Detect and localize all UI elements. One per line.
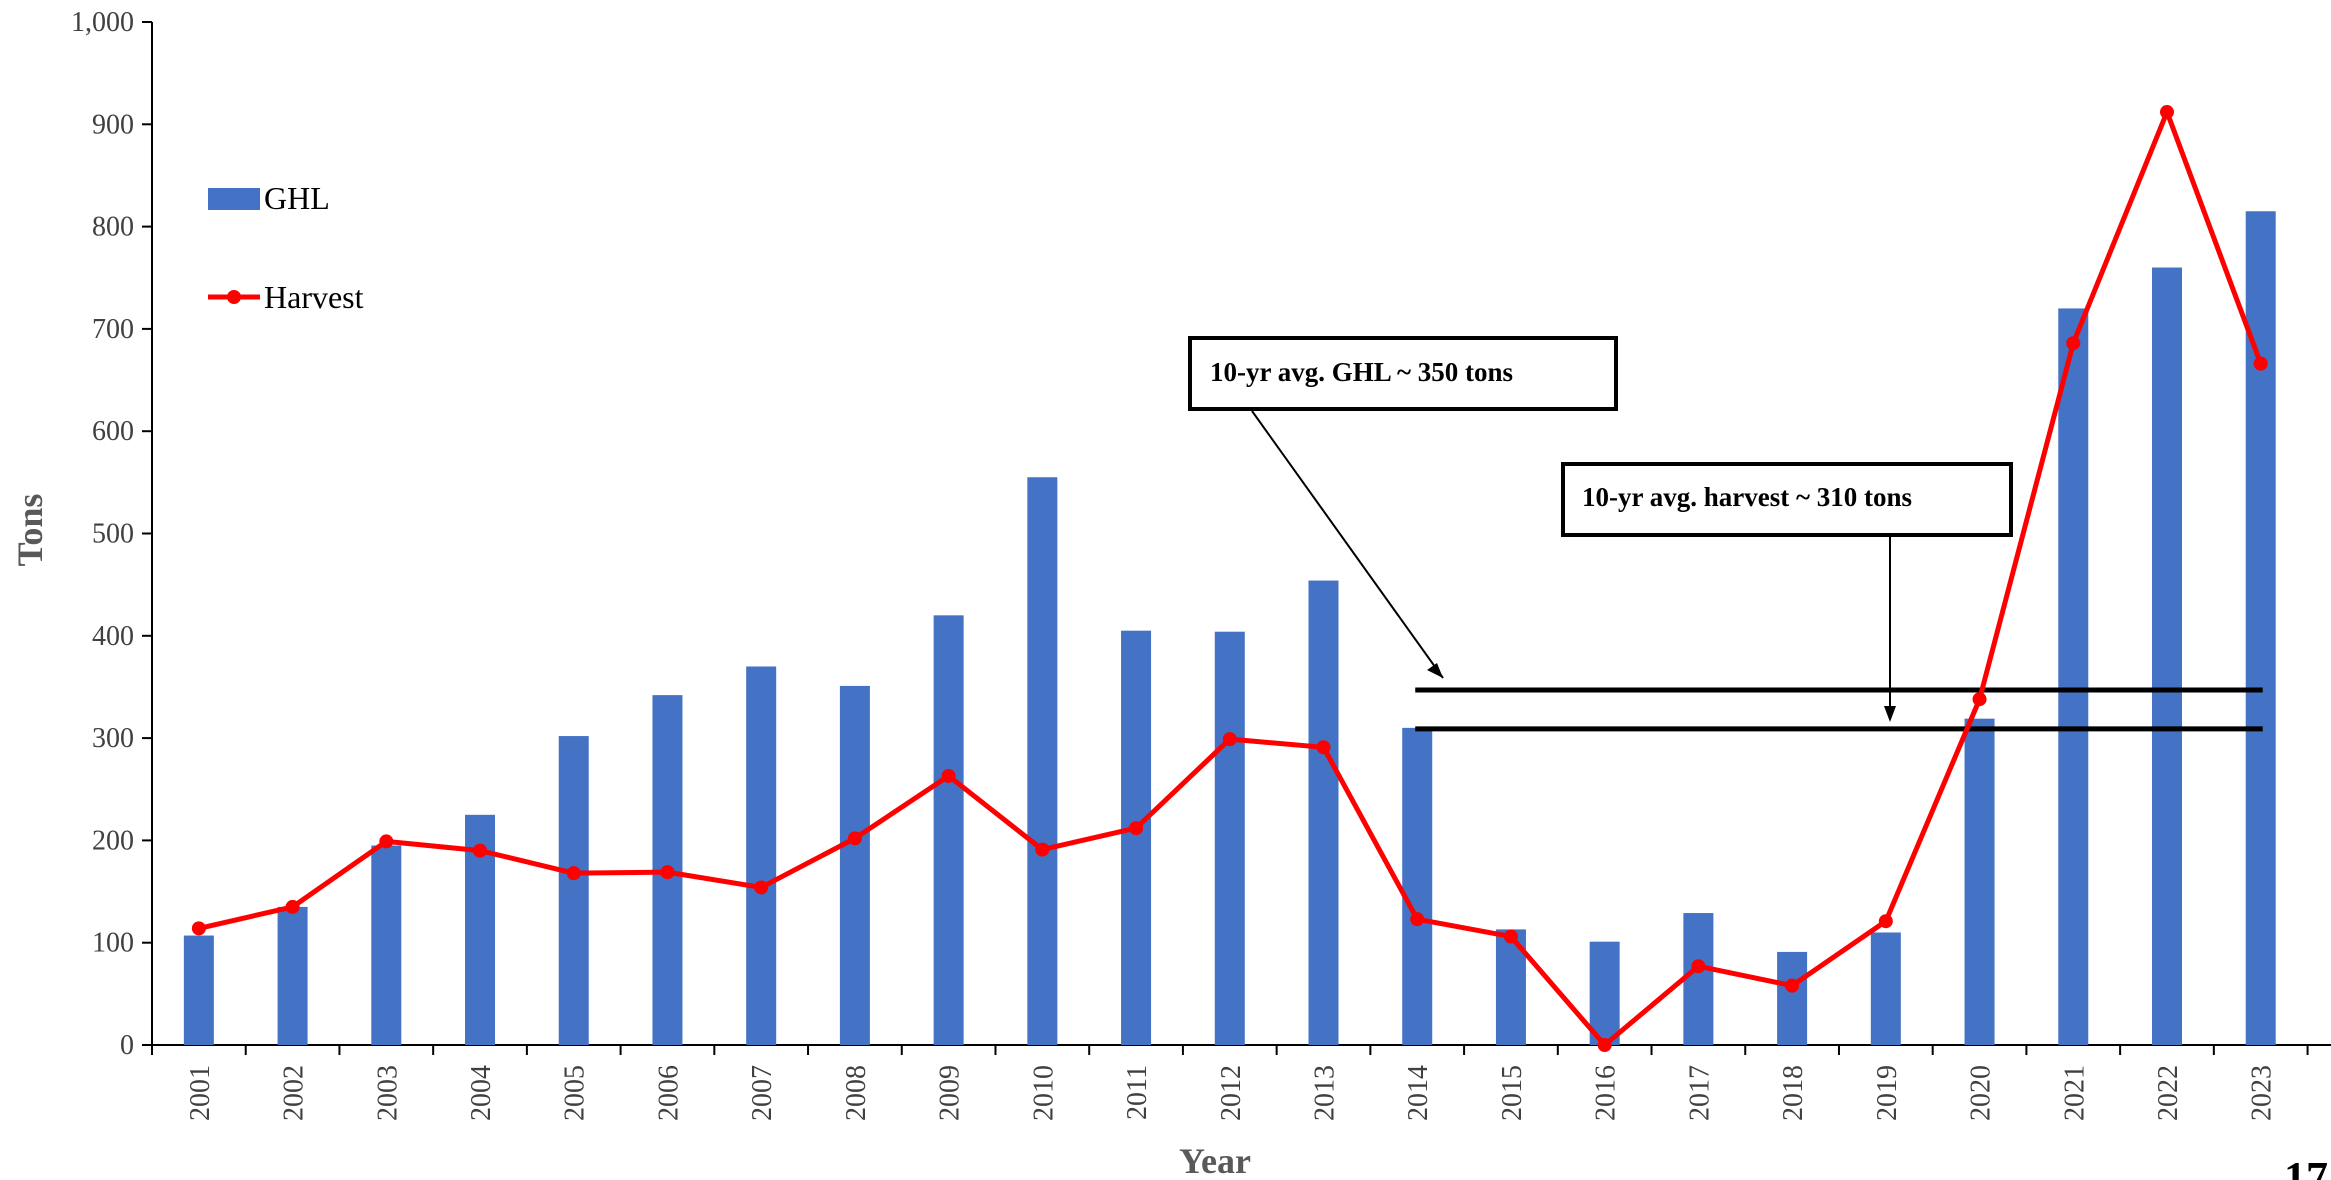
annotation-ghl-text: 10-yr avg. GHL ~ 350 tons [1210, 357, 1513, 387]
harvest-point [191, 921, 206, 936]
annotation-harvest-text: 10-yr avg. harvest ~ 310 tons [1582, 482, 1912, 512]
harvest-point [1878, 914, 1893, 929]
tick-labels: 0 100 200 300 400 500 600 700 800 900 1,000 2001 200… [71, 7, 2278, 1121]
legend: GHL Harvest [208, 180, 364, 315]
page-number: 17 [2284, 1153, 2328, 1180]
x-tick-label: 2011 [1122, 1065, 1153, 1120]
ghl-bar [1027, 477, 1058, 1045]
x-tick-label: 2006 [653, 1065, 684, 1121]
x-tick-label: 2018 [1778, 1065, 1809, 1121]
harvest-series [191, 105, 2268, 1052]
y-tick-label: 800 [92, 212, 134, 243]
harvest-point [1035, 842, 1050, 857]
annotation-harvest-box [1561, 462, 2013, 537]
x-tick-label: 2003 [372, 1065, 403, 1121]
y-axis-title: Tons [10, 494, 50, 567]
x-tick-label: 2020 [1966, 1065, 1997, 1121]
harvest-point [847, 831, 862, 846]
x-axis-title: Year [1179, 1141, 1251, 1180]
y-tick-label: 700 [92, 314, 134, 345]
annotation-harvest-avg: 10-yr avg. harvest ~ 310 tons [1561, 462, 2013, 722]
ghl-bar [1964, 718, 1995, 1045]
ghl-bar [746, 666, 777, 1045]
harvest-point [2253, 356, 2268, 371]
ghl-bar [1308, 580, 1339, 1045]
x-tick-label: 2002 [279, 1065, 310, 1121]
x-tick-label: 2023 [2247, 1065, 2278, 1121]
harvest-point [1503, 929, 1518, 944]
harvest-point [1129, 821, 1144, 836]
ghl-bar [183, 935, 214, 1045]
ghl-bar [1870, 932, 1901, 1045]
y-tick-label: 100 [92, 928, 134, 959]
ghl-bar [933, 615, 964, 1045]
harvest-point [660, 865, 675, 880]
legend-harvest-label: Harvest [264, 279, 364, 315]
harvest-point [1785, 978, 1800, 993]
ghl-bar [1402, 727, 1433, 1045]
ghl-bars [183, 211, 2276, 1045]
annotation-harvest-arrowhead [1884, 706, 1896, 722]
y-tick-label: 900 [92, 109, 134, 140]
x-tick-label: 2012 [1216, 1065, 1247, 1121]
x-tick-label: 2016 [1591, 1065, 1622, 1121]
x-tick-label: 2022 [2153, 1065, 2184, 1121]
ghl-bar [371, 845, 402, 1045]
y-tick-label: 200 [92, 825, 134, 856]
legend-ghl-swatch [208, 188, 260, 210]
ghl-bar [2058, 308, 2089, 1045]
harvest-point [2159, 105, 2174, 120]
ghl-bar [277, 906, 308, 1045]
x-tick-label: 2010 [1028, 1065, 1059, 1121]
x-tick-label: 2008 [841, 1065, 872, 1121]
y-tick-label: 0 [120, 1030, 134, 1061]
harvest-point [473, 843, 488, 858]
x-tick-label: 2014 [1403, 1065, 1434, 1121]
y-tick-label: 1,000 [71, 7, 134, 38]
harvest-point [1972, 692, 1987, 707]
x-tick-label: 2007 [747, 1065, 778, 1121]
x-tick-label: 2017 [1684, 1065, 1715, 1121]
annotation-ghl-box [1188, 336, 1618, 411]
ghl-bar [1683, 913, 1714, 1045]
ghl-bar [839, 685, 870, 1045]
y-tick-label: 300 [92, 723, 134, 754]
annotation-ghl-arrow [1251, 410, 1444, 679]
annotation-ghl-arrowhead [1427, 663, 1443, 678]
harvest-point [1316, 740, 1331, 755]
x-tick-label: 2001 [185, 1065, 216, 1121]
ghl-bar [2245, 211, 2276, 1045]
ghl-bar [2151, 267, 2182, 1045]
y-tick-label: 400 [92, 621, 134, 652]
ghl-bar [1121, 630, 1152, 1045]
ghl-bar [1777, 951, 1808, 1045]
y-tick-label: 600 [92, 416, 134, 447]
x-tick-label: 2005 [560, 1065, 591, 1121]
x-tick-label: 2015 [1497, 1065, 1528, 1121]
x-tick-label: 2019 [1872, 1065, 1903, 1121]
harvest-point [285, 899, 300, 914]
harvest-point [754, 880, 769, 895]
x-tick-label: 2021 [2059, 1065, 2090, 1121]
harvest-point [1597, 1038, 1612, 1052]
harvest-point [1691, 959, 1706, 974]
harvest-point [941, 768, 956, 783]
ghl-bar [1589, 941, 1620, 1045]
x-tick-label: 2009 [935, 1065, 966, 1121]
x-tick-label: 2013 [1310, 1065, 1341, 1121]
average-lines [1415, 687, 2263, 732]
harvest-point [379, 834, 394, 849]
ghl-bar [1214, 631, 1245, 1045]
harvest-point [2066, 336, 2081, 351]
legend-ghl-label: GHL [264, 180, 330, 216]
x-tick-label: 2004 [466, 1065, 497, 1121]
y-tick-label: 500 [92, 519, 134, 550]
ghl-bar [558, 736, 589, 1045]
harvest-point [1410, 912, 1425, 927]
harvest-point [1222, 732, 1237, 747]
annotation-ghl-avg: 10-yr avg. GHL ~ 350 tons [1188, 336, 1618, 679]
legend-harvest-marker [227, 290, 241, 304]
harvest-point [566, 866, 581, 881]
